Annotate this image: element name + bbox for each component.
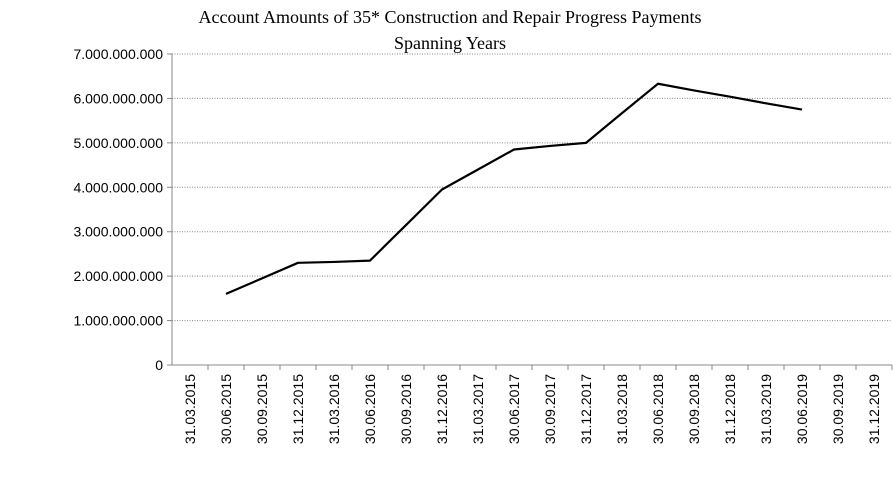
data-line <box>225 82 803 295</box>
x-tick-label: 31.12.2016 <box>434 374 450 444</box>
x-tick-label: 31.03.2019 <box>758 374 774 444</box>
x-tick-label: 30.06.2016 <box>362 374 378 444</box>
x-tick-label: 30.06.2018 <box>650 374 666 444</box>
y-tick-label: 7.000.000.000 <box>73 46 163 62</box>
x-tick-label: 30.09.2015 <box>254 374 270 444</box>
x-tick-label: 30.06.2017 <box>506 374 522 444</box>
x-tick-label: 31.12.2019 <box>866 374 882 444</box>
y-tick-label: 0 <box>155 357 163 373</box>
chart-title: Account Amounts of 35* Construction and … <box>198 7 702 53</box>
x-tick-label: 31.03.2015 <box>182 374 198 444</box>
x-tick-label: 31.12.2018 <box>722 374 738 444</box>
x-tick-label: 30.09.2017 <box>542 374 558 444</box>
y-tick-label: 1.000.000.000 <box>73 313 163 329</box>
y-tick-label: 2.000.000.000 <box>73 268 163 284</box>
x-tick-label: 30.09.2016 <box>398 374 414 444</box>
x-tick-label: 30.06.2015 <box>218 374 234 444</box>
x-tick-label: 31.03.2018 <box>614 374 630 444</box>
x-tick-label: 30.06.2019 <box>794 374 810 444</box>
x-tick-label: 30.09.2018 <box>686 374 702 444</box>
y-tick-label: 4.000.000.000 <box>73 179 163 195</box>
x-tick-label: 31.12.2015 <box>290 374 306 444</box>
x-tick-label: 31.12.2017 <box>578 374 594 444</box>
x-tick-label: 31.03.2016 <box>326 374 342 444</box>
y-tick-label: 5.000.000.000 <box>73 135 163 151</box>
y-tick-label: 3.000.000.000 <box>73 224 163 240</box>
x-tick-label: 31.03.2017 <box>470 374 486 444</box>
x-tick-label: 30.09.2019 <box>830 374 846 444</box>
y-tick-label: 6.000.000.000 <box>73 90 163 106</box>
